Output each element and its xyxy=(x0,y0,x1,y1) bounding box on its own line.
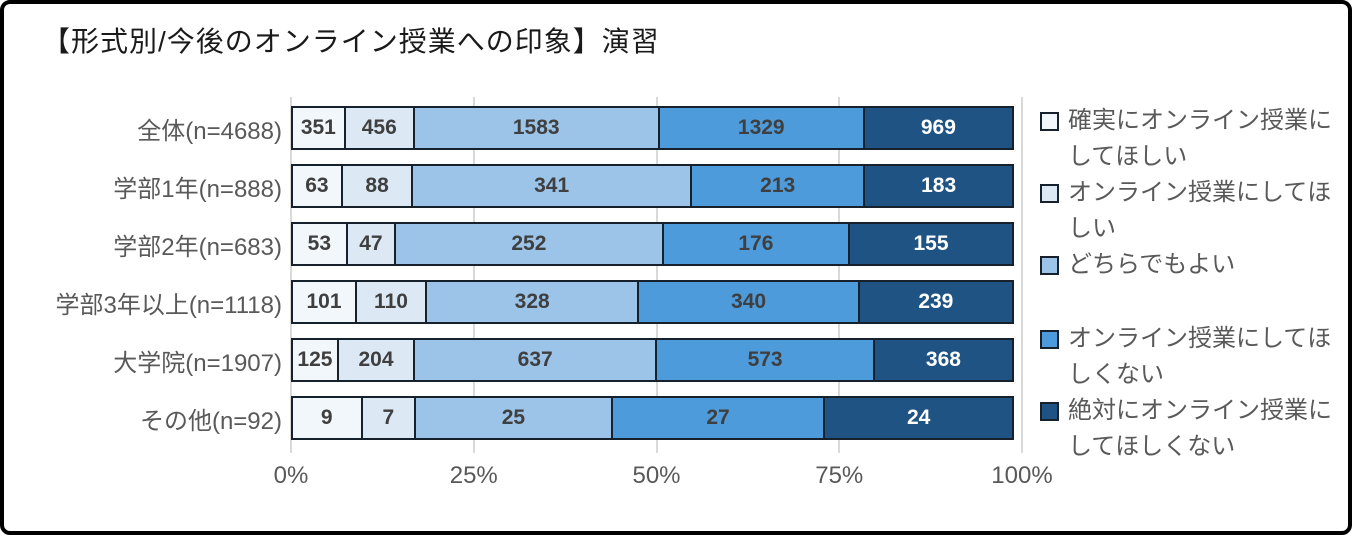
legend-swatch xyxy=(1040,256,1059,275)
category-label: その他(n=92) xyxy=(139,407,282,435)
legend-item: オンライン授業にしてほしくない xyxy=(1040,321,1344,393)
legend-swatch xyxy=(1040,402,1059,421)
gridline xyxy=(655,97,658,453)
legend-item: 絶対にオンライン授業にしてほしくない xyxy=(1040,393,1344,465)
legend-swatch xyxy=(1040,330,1059,349)
bar-segment: 969 xyxy=(862,106,1014,150)
bar-segment: 340 xyxy=(637,280,860,324)
bar-segment: 213 xyxy=(690,164,866,208)
legend-swatch xyxy=(1040,184,1059,203)
category-label: 全体(n=4688) xyxy=(137,117,282,145)
bar-segment: 25 xyxy=(414,396,613,440)
legend-item: どちらでもよい xyxy=(1040,247,1344,283)
category-label: 学部3年以上(n=1118) xyxy=(55,291,282,319)
table-row: 学部3年以上(n=1118) 101 110 328 340 239 xyxy=(32,273,1022,331)
bar-segment: 125 xyxy=(291,338,339,382)
bar-track: 101 110 328 340 239 xyxy=(291,280,1022,324)
chart-title: 【形式別/今後のオンライン授業への印象】演習 xyxy=(42,26,660,57)
x-axis-tick-label: 0% xyxy=(273,462,309,489)
bar-track: 63 88 341 213 183 xyxy=(291,164,1022,208)
table-row: 学部2年(n=683) 53 47 252 176 155 xyxy=(32,215,1022,273)
bar-segment: 9 xyxy=(291,396,363,440)
bar-segment: 27 xyxy=(610,396,826,440)
bar-segment: 101 xyxy=(291,280,358,324)
legend-label: オンライン授業にしてほしい xyxy=(1068,179,1332,242)
bar-track: 53 47 252 176 155 xyxy=(291,222,1022,266)
bar-segment: 328 xyxy=(424,280,640,324)
gridline xyxy=(838,97,841,453)
bar-segment: 204 xyxy=(336,338,416,382)
bar-segment: 24 xyxy=(823,396,1014,440)
table-row: 全体(n=4688) 351 456 1583 1329 969 xyxy=(32,99,1022,157)
bar-track: 125 204 637 573 368 xyxy=(291,338,1022,382)
gridline xyxy=(472,97,475,453)
legend-swatch xyxy=(1040,112,1059,131)
bar-segment: 456 xyxy=(343,106,415,150)
gridline xyxy=(290,97,292,453)
legend-label: どちらでもよい xyxy=(1068,251,1236,278)
bar-segment: 341 xyxy=(411,164,692,208)
gridlines xyxy=(290,97,1023,453)
bar-track: 9 7 25 27 24 xyxy=(291,396,1022,440)
legend-label: 確実にオンライン授業にしてほしい xyxy=(1068,107,1332,170)
bar-segment: 1329 xyxy=(657,106,865,150)
bar-track: 351 456 1583 1329 969 xyxy=(291,106,1022,150)
bar-segment: 351 xyxy=(291,106,346,150)
x-axis: 0% 25% 50% 75% 100% xyxy=(274,462,1053,494)
x-axis-tick-label: 25% xyxy=(449,462,498,489)
legend: 確実にオンライン授業にしてほしい オンライン授業にしてほしいどちらでもよいオンライ… xyxy=(1040,103,1344,465)
category-label: 学部1年(n=888) xyxy=(113,175,282,203)
bar-segment: 239 xyxy=(857,280,1014,324)
bar-segment: 1583 xyxy=(412,106,660,150)
gridline xyxy=(1021,97,1023,453)
bar-segment: 47 xyxy=(345,222,397,266)
legend-label: オンライン授業にしてほしくない xyxy=(1068,325,1332,388)
bar-segment: 110 xyxy=(355,280,427,324)
bar-segment: 637 xyxy=(413,338,658,382)
x-axis-tick-label: 50% xyxy=(632,462,681,489)
bar-segment: 573 xyxy=(655,338,875,382)
table-row: その他(n=92) 9 7 25 27 24 xyxy=(32,389,1022,447)
bar-segment: 88 xyxy=(340,164,414,208)
bar-segment: 176 xyxy=(661,222,851,266)
bar-segment: 63 xyxy=(291,164,343,208)
bar-segment: 368 xyxy=(872,338,1014,382)
bar-segment: 252 xyxy=(394,222,664,266)
table-row: 学部1年(n=888) 63 88 341 213 183 xyxy=(32,157,1022,215)
bar-segment: 53 xyxy=(291,222,348,266)
category-label: 学部2年(n=683) xyxy=(113,233,282,261)
legend-item: 確実にオンライン授業にしてほしい xyxy=(1040,103,1344,175)
bar-rows: 全体(n=4688) 351 456 1583 1329 969 学部1年(n=888) 63… xyxy=(32,99,1022,447)
x-axis-tick-label: 75% xyxy=(815,462,864,489)
bar-segment: 7 xyxy=(360,396,417,440)
legend-label: 絶対にオンライン授業にしてほしくない xyxy=(1068,397,1332,460)
bar-segment: 155 xyxy=(848,222,1014,266)
x-axis-tick-label: 100% xyxy=(991,462,1053,489)
legend-item: オンライン授業にしてほしい xyxy=(1040,175,1344,247)
bar-segment: 183 xyxy=(863,164,1014,208)
category-label: 大学院(n=1907) xyxy=(113,349,282,377)
table-row: 大学院(n=1907) 125 204 637 573 368 xyxy=(32,331,1022,389)
